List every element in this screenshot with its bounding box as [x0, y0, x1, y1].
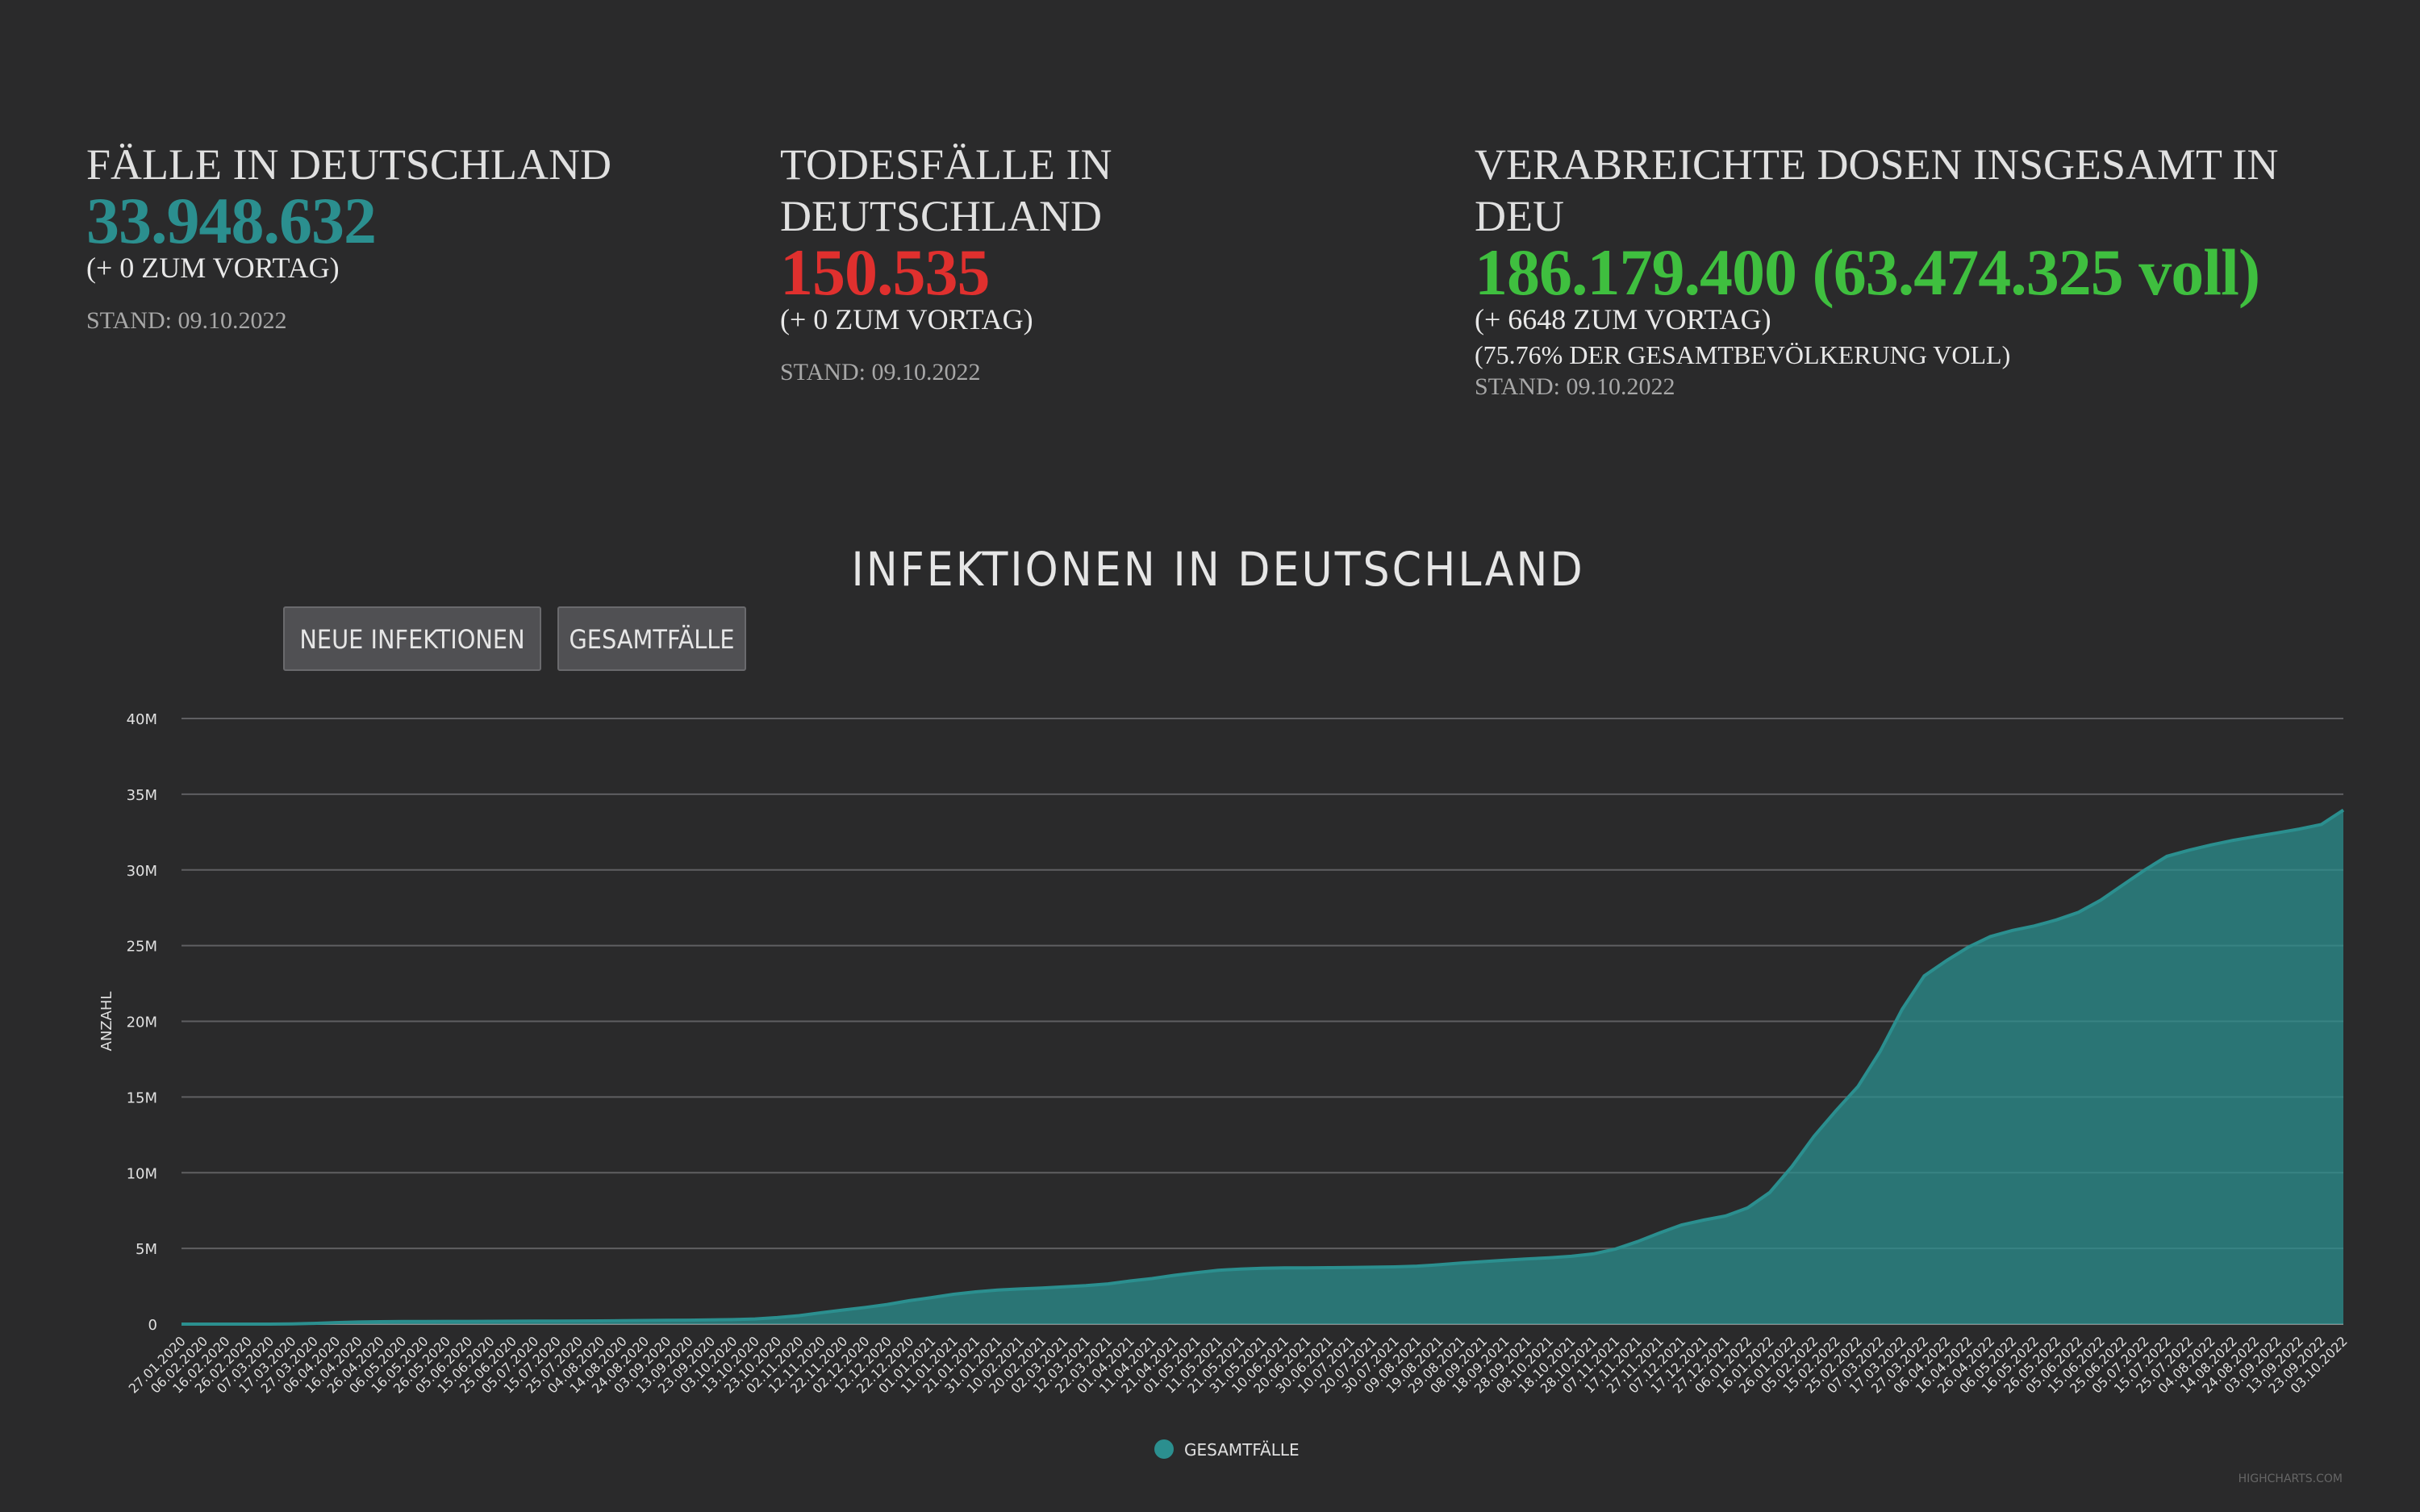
y-tick-label: 10M	[127, 1165, 157, 1182]
cases-title: FÄLLE IN DEUTSCHLAND	[86, 140, 611, 189]
vacc-delta: (+ 6648 ZUM VORTAG)	[1475, 303, 1771, 335]
y-tick-label: 35M	[127, 787, 157, 804]
cases-date: STAND: 09.10.2022	[86, 307, 287, 334]
y-tick-label: 40M	[127, 711, 157, 728]
deaths-value: 150.535	[780, 235, 991, 309]
y-tick-label: 0	[148, 1317, 157, 1334]
total-cases-button[interactable]: GESAMTFÄLLE	[557, 606, 746, 671]
highcharts-credits[interactable]: HIGHCHARTS.COM	[2238, 1472, 2343, 1485]
deaths-title-line2: DEUTSCHLAND	[780, 192, 1102, 240]
y-tick-label: 30M	[127, 863, 157, 880]
y-tick-label: 5M	[136, 1241, 157, 1258]
vacc-population-share: (75.76% DER GESAMTBEVÖLKERUNG VOLL)	[1475, 340, 2011, 369]
vacc-title-line1: VERABREICHTE DOSEN INSGESAMT IN	[1475, 140, 2279, 189]
cases-delta: (+ 0 ZUM VORTAG)	[86, 252, 340, 284]
cases-stat: FÄLLE IN DEUTSCHLAND 33.948.632 (+ 0 ZUM…	[86, 139, 716, 337]
vacc-date: STAND: 09.10.2022	[1475, 373, 1675, 400]
deaths-stat: TODESFÄLLE IN DEUTSCHLAND 150.535 (+ 0 Z…	[780, 139, 1409, 389]
y-tick-label: 25M	[127, 939, 157, 956]
vaccinations-stat: VERABREICHTE DOSEN INSGESAMT IN DEU 186.…	[1475, 139, 2378, 403]
series-area-gesamtfaelle	[182, 810, 2343, 1324]
y-tick-label: 15M	[127, 1089, 157, 1106]
y-tick-label: 20M	[127, 1014, 157, 1031]
new-infections-button[interactable]: NEUE INFEKTIONEN	[283, 606, 541, 671]
chart-title: INFEKTIONEN IN DEUTSCHLAND	[851, 542, 1585, 597]
legend-label-gesamtfaelle: GESAMTFÄLLE	[1184, 1440, 1300, 1460]
deaths-delta: (+ 0 ZUM VORTAG)	[780, 303, 1033, 335]
deaths-date: STAND: 09.10.2022	[780, 359, 981, 385]
vacc-title-line2: DEU	[1475, 192, 1564, 240]
legend-marker-gesamtfaelle	[1154, 1439, 1174, 1459]
vacc-value: 186.179.400 (63.474.325 voll)	[1475, 235, 2260, 309]
cases-value: 33.948.632	[86, 184, 377, 257]
series-line-gesamtfaelle	[182, 808, 2345, 1326]
deaths-title-line1: TODESFÄLLE IN	[780, 140, 1112, 189]
y-axis-title: ANZAHL	[98, 992, 115, 1052]
